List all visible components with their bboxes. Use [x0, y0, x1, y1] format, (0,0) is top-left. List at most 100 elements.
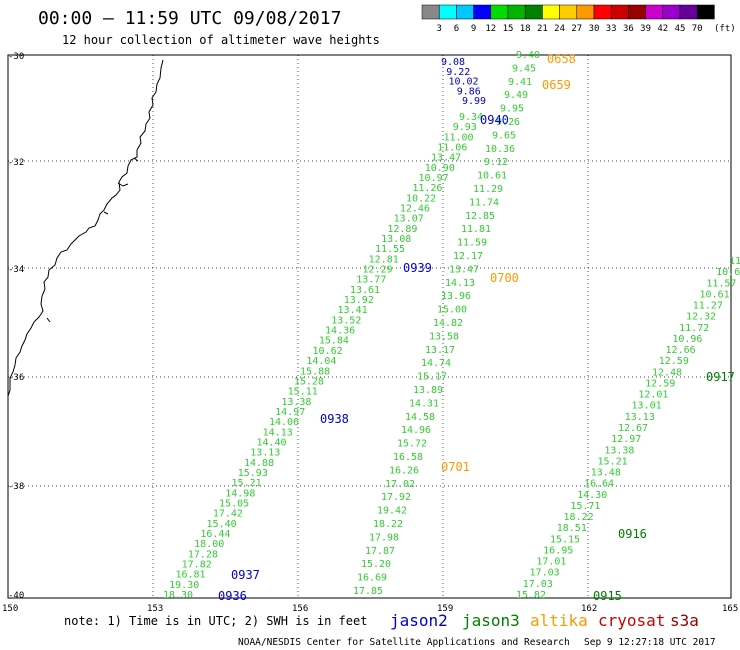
legend-label: 30: [589, 24, 600, 34]
wave-height-value: 9.40: [516, 50, 540, 61]
legend-label: 70: [692, 24, 703, 34]
wave-height-value: 11.29: [473, 184, 503, 195]
wave-height-value: 11.59: [457, 238, 487, 249]
wave-height-value: 9.41: [508, 77, 532, 88]
australia-coastline: [7, 59, 164, 397]
wave-height-value: 13.47: [449, 264, 479, 275]
satellite-legend: jason2 jason3 altika cryosat s3a: [390, 611, 699, 630]
wave-height-readings: 18.3019.3016.8117.8217.2818.0016.4415.40…: [163, 50, 740, 601]
legend-label: 36: [623, 24, 634, 34]
wave-height-value: 9.45: [512, 63, 536, 74]
pass-time-label: 0659: [542, 78, 571, 92]
legend-label: 45: [675, 24, 686, 34]
wave-height-value: 12.59: [659, 356, 689, 367]
wave-height-value: 15.11: [288, 387, 318, 398]
lat-label-32: -32: [8, 158, 24, 168]
wave-height-value: 10.61: [477, 171, 507, 182]
wave-height-value: 16.69: [357, 573, 387, 584]
wave-height-value: 12.66: [666, 345, 696, 356]
wave-height-value: 18.22: [373, 519, 403, 530]
wave-height-value: 13.47: [431, 153, 461, 164]
legend-swatch: [490, 4, 509, 20]
legend-swatch: [576, 4, 595, 20]
wave-height-value: 12.67: [618, 423, 648, 434]
wave-height-value: 9.08: [441, 57, 465, 68]
wave-height-value: 15.21: [598, 456, 628, 467]
legend-swatch: [696, 4, 715, 20]
wave-height-value: 13.96: [441, 291, 471, 302]
wave-height-value: 18.00: [194, 539, 224, 550]
wave-height-value: 12.17: [453, 251, 483, 262]
wave-height-value: 17.42: [213, 509, 243, 520]
wave-height-value: 17.03: [530, 568, 560, 579]
wave-height-value: 17.82: [182, 560, 212, 571]
wave-height-value: 17.01: [536, 557, 566, 568]
wave-height-value: 12.81: [369, 254, 399, 265]
wave-height-value: 14.13: [445, 278, 475, 289]
wave-height-value: 16.64: [584, 479, 614, 490]
lon-label-150: 150: [2, 604, 18, 614]
map-title: 00:00 – 11:59 UTC 09/08/2017: [38, 8, 341, 29]
coastline-detail: [46, 157, 139, 323]
wave-height-value: 14.06: [269, 417, 299, 428]
wave-height-value: 11.00: [443, 132, 473, 143]
legend-swatch: [559, 4, 578, 20]
wave-height-value: 13.92: [344, 295, 374, 306]
legend-swatch: [628, 4, 646, 20]
lat-label-34: -34: [8, 265, 24, 275]
wave-height-value: 12.32: [686, 312, 716, 323]
wave-height-value: 18.30: [163, 590, 193, 601]
wave-height-value: 13.01: [632, 401, 662, 412]
legend-swatch: [473, 4, 492, 20]
lat-label-38: -38: [8, 482, 24, 492]
wave-height-value: 15.71: [570, 501, 600, 512]
wave-height-value: 17.03: [523, 579, 553, 590]
wave-height-value: 16.81: [175, 570, 205, 581]
wave-height-value: 12.29: [362, 265, 392, 276]
wave-height-value: 14.82: [433, 318, 463, 329]
wave-height-value: 14.04: [306, 356, 336, 367]
pass-time-label: 0916: [618, 527, 647, 541]
wave-height-value: 12.85: [465, 211, 495, 222]
wave-height-value: 10.6: [716, 267, 740, 278]
satellite-name-jason2: jason2: [390, 611, 448, 630]
pass-time-label: 0701: [441, 460, 470, 474]
wave-height-value: 9.22: [446, 67, 470, 78]
legend-swatch: [593, 4, 612, 20]
pass-time-label: 0939: [403, 261, 432, 275]
units-note: note: 1) Time is in UTC; 2) SWH is in fe…: [64, 614, 367, 628]
legend-label: 42: [657, 24, 668, 34]
wave-height-value: 15.82: [516, 590, 546, 601]
map-subtitle: 12 hour collection of altimeter wave hei…: [62, 33, 380, 47]
wave-height-value: 12.97: [611, 434, 641, 445]
wave-height-value: 12.48: [652, 367, 682, 378]
pass-time-label: 0917: [706, 370, 735, 384]
wave-height-value: 15.21: [232, 478, 262, 489]
wave-height-value: 11.81: [461, 224, 491, 235]
wave-height-value: 15.93: [238, 468, 268, 479]
wave-height-value: 15.88: [300, 366, 330, 377]
wave-height-value: 13.38: [281, 397, 311, 408]
lat-label-40: -40: [8, 591, 24, 601]
wave-height-value: 10.61: [700, 289, 730, 300]
wave-height-value: 14.40: [256, 437, 286, 448]
wave-height-value: 11.55: [375, 244, 405, 255]
wave-height-value: 15.00: [437, 305, 467, 316]
wave-height-value: 13.41: [338, 305, 368, 316]
lat-lon-grid: [8, 55, 731, 598]
wave-height-value: 11.06: [437, 143, 467, 154]
wave-height-value: 15.28: [294, 376, 324, 387]
wave-height-value: 18.22: [564, 512, 594, 523]
legend-label: 24: [554, 24, 565, 34]
legend-swatch: [507, 4, 526, 20]
lat-label-30: -30: [8, 52, 24, 62]
legend-swatch: [438, 4, 457, 20]
wave-height-value: 9.49: [504, 90, 528, 101]
lon-label-156: 156: [292, 604, 308, 614]
wave-height-value: 16.26: [389, 465, 419, 476]
lon-label-159: 159: [437, 604, 453, 614]
wave-height-value: 13.89: [413, 385, 443, 396]
wave-height-value: 10.22: [406, 193, 436, 204]
wave-height-value: 9.65: [492, 130, 516, 141]
